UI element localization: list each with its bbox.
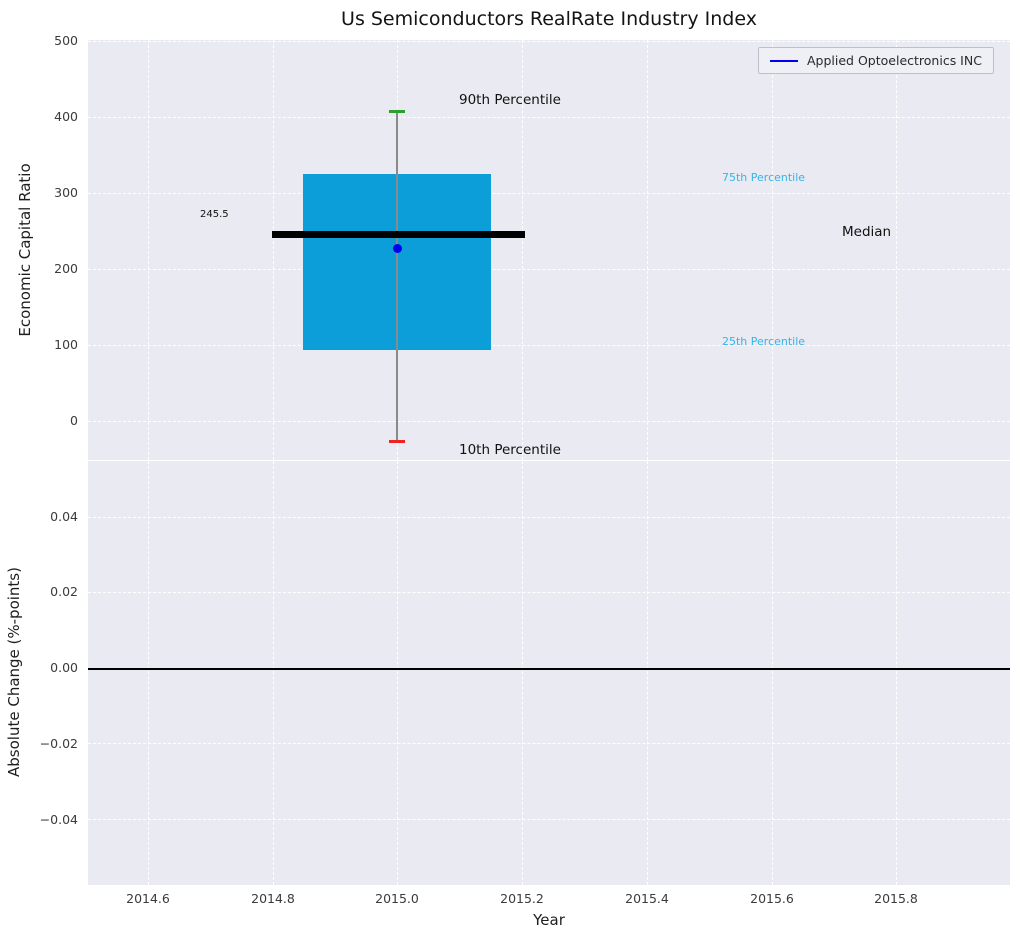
x-tick-label: 2015.2 — [500, 891, 544, 906]
gridline-vertical — [647, 461, 648, 885]
gridline-vertical — [148, 461, 149, 885]
median-line — [272, 231, 525, 238]
y-tick-label: 300 — [54, 185, 78, 200]
x-tick-label: 2014.8 — [251, 891, 295, 906]
gridline-horizontal — [88, 193, 1010, 194]
gridline-horizontal — [88, 41, 1010, 42]
gridline-vertical — [273, 461, 274, 885]
legend-label: Applied Optoelectronics INC — [807, 53, 982, 68]
gridline-vertical — [772, 461, 773, 885]
gridline-vertical — [772, 40, 773, 460]
gridline-vertical — [522, 461, 523, 885]
gridline-horizontal — [88, 743, 1010, 744]
x-tick-label: 2015.8 — [874, 891, 918, 906]
bottom-y-axis-label: Absolute Change (%-points) — [5, 567, 23, 777]
company-marker — [393, 244, 402, 253]
gridline-horizontal — [88, 592, 1010, 593]
y-tick-label: 0.00 — [50, 660, 78, 675]
chart-title: Us Semiconductors RealRate Industry Inde… — [341, 8, 757, 30]
p90-cap — [389, 110, 405, 113]
median-value-annotation: 245.5 — [200, 209, 229, 220]
gridline-vertical — [148, 40, 149, 460]
top-axes: 245.5 90th Percentile 75th Percentile Me… — [88, 40, 1010, 460]
x-axis-label: Year — [533, 911, 565, 929]
whisker-line — [396, 111, 398, 441]
gridline-vertical — [397, 461, 398, 885]
gridline-horizontal — [88, 117, 1010, 118]
gridline-vertical — [896, 40, 897, 460]
gridline-horizontal — [88, 517, 1010, 518]
y-tick-label: −0.02 — [39, 736, 78, 751]
gridline-horizontal — [88, 421, 1010, 422]
p10-cap — [389, 440, 405, 443]
gridline-vertical — [522, 40, 523, 460]
legend: Applied Optoelectronics INC — [758, 47, 994, 74]
gridline-horizontal — [88, 345, 1010, 346]
gridline-vertical — [647, 40, 648, 460]
y-tick-label: 200 — [54, 261, 78, 276]
y-tick-label: 100 — [54, 337, 78, 352]
p90-label: 90th Percentile — [459, 92, 561, 108]
y-tick-label: 500 — [54, 33, 78, 48]
bottom-axes — [88, 461, 1010, 885]
gridline-vertical — [273, 40, 274, 460]
legend-line-swatch — [770, 59, 798, 62]
y-tick-label: 0.02 — [50, 584, 78, 599]
median-label: Median — [842, 224, 892, 240]
p10-label: 10th Percentile — [459, 442, 561, 458]
y-tick-label: 400 — [54, 109, 78, 124]
x-tick-label: 2014.6 — [126, 891, 170, 906]
y-tick-label: 0.04 — [50, 509, 78, 524]
p75-label: 75th Percentile — [722, 171, 806, 184]
zero-line — [88, 668, 1010, 670]
y-tick-label: 0 — [70, 413, 78, 428]
x-tick-label: 2015.0 — [375, 891, 419, 906]
gridline-vertical — [896, 461, 897, 885]
gridline-horizontal — [88, 819, 1010, 820]
gridline-horizontal — [88, 269, 1010, 270]
x-tick-label: 2015.6 — [750, 891, 794, 906]
x-tick-label: 2015.4 — [625, 891, 669, 906]
y-tick-label: −0.04 — [39, 812, 78, 827]
p25-label: 25th Percentile — [722, 335, 806, 348]
